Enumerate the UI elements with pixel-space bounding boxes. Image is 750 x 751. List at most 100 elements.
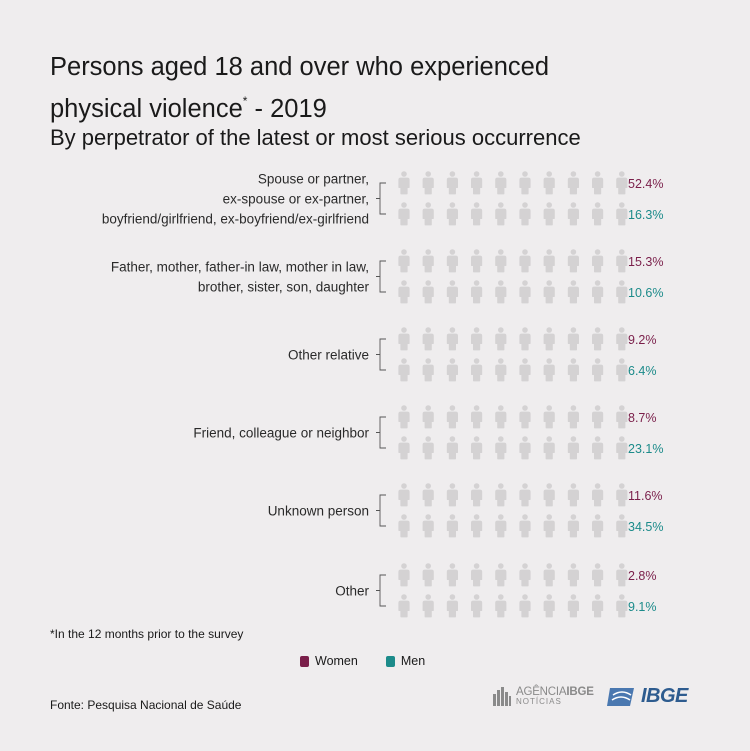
title-year: - 2019 xyxy=(247,95,327,123)
person-icon xyxy=(616,483,628,507)
person-icon xyxy=(543,327,555,351)
person-icon xyxy=(446,358,458,382)
person-icon xyxy=(592,514,604,538)
value-label-men: 10.6% xyxy=(628,286,663,300)
person-icon xyxy=(422,358,434,382)
legend-swatch-men xyxy=(385,655,395,667)
person-icon xyxy=(398,483,410,507)
person-icon xyxy=(422,171,434,195)
person-icon xyxy=(471,436,483,460)
person-icon xyxy=(495,563,507,587)
value-label-women: 11.6% xyxy=(628,489,663,503)
person-icon xyxy=(495,171,507,195)
legend-label-men: Men xyxy=(400,654,426,668)
person-icon xyxy=(567,358,579,382)
person-icon xyxy=(616,327,628,351)
person-icon xyxy=(543,358,555,382)
person-icon xyxy=(495,358,507,382)
person-icon xyxy=(495,327,507,351)
person-icon xyxy=(543,405,555,429)
person-icon xyxy=(446,202,458,226)
group-bracket xyxy=(376,494,386,527)
person-icon xyxy=(398,171,410,195)
person-icon xyxy=(471,563,483,587)
person-icon xyxy=(519,249,531,273)
agencia-brand: IBGE xyxy=(566,686,594,698)
person-icon xyxy=(398,358,410,382)
footnote-mark: * xyxy=(242,94,248,108)
person-icon xyxy=(519,483,531,507)
ibge-logo-icon xyxy=(607,687,634,706)
person-icon xyxy=(519,594,531,618)
person-icon xyxy=(398,405,410,429)
person-icon xyxy=(446,327,458,351)
person-icon xyxy=(495,405,507,429)
person-icon xyxy=(422,563,434,587)
person-icon xyxy=(592,249,604,273)
group-label-line: Father, mother, father-in law, mother in… xyxy=(111,260,369,275)
person-icon xyxy=(592,358,604,382)
person-icon xyxy=(471,280,483,304)
person-icon xyxy=(567,202,579,226)
person-icon xyxy=(567,280,579,304)
person-icon xyxy=(495,594,507,618)
person-icon xyxy=(592,327,604,351)
source-note: Fonte: Pesquisa Nacional de Saúde xyxy=(50,698,242,712)
person-icon xyxy=(567,327,579,351)
person-icon xyxy=(471,483,483,507)
person-icon xyxy=(422,483,434,507)
legend-label-women: Women xyxy=(315,654,358,668)
person-icon xyxy=(592,594,604,618)
person-icon xyxy=(398,280,410,304)
person-icon xyxy=(519,436,531,460)
person-icon xyxy=(616,436,628,460)
legend-item-men: Men xyxy=(385,654,426,668)
person-icon xyxy=(543,563,555,587)
group-label-line: Spouse or partner, xyxy=(258,172,369,187)
person-icon xyxy=(543,436,555,460)
person-icon xyxy=(519,514,531,538)
person-icon xyxy=(495,202,507,226)
group-label-line: Unknown person xyxy=(268,504,369,519)
person-icon xyxy=(495,436,507,460)
person-icon xyxy=(616,280,628,304)
ibge-logo-text: IBGE xyxy=(641,685,688,707)
person-icon xyxy=(398,563,410,587)
group-label-line: Other relative xyxy=(288,348,369,363)
value-label-women: 2.8% xyxy=(628,569,657,583)
person-icon xyxy=(446,563,458,587)
group-bracket xyxy=(376,338,386,371)
person-icon xyxy=(592,563,604,587)
group-bracket xyxy=(376,416,386,449)
person-icon xyxy=(422,249,434,273)
person-icon xyxy=(471,405,483,429)
person-icon xyxy=(422,405,434,429)
agencia-sub: NOTÍCIAS xyxy=(516,697,562,706)
title-line1: Persons aged 18 and over who experienced xyxy=(50,53,550,81)
person-icon xyxy=(471,358,483,382)
person-icon xyxy=(446,405,458,429)
person-icon xyxy=(543,249,555,273)
person-icon xyxy=(519,563,531,587)
value-label-women: 8.7% xyxy=(628,411,657,425)
person-icon xyxy=(567,563,579,587)
person-icon xyxy=(592,436,604,460)
person-icon xyxy=(616,358,628,382)
title-line2: physical violence xyxy=(50,95,243,123)
person-icon xyxy=(567,483,579,507)
person-icon xyxy=(495,280,507,304)
ibge-logo: IBGE xyxy=(607,685,688,708)
person-icon xyxy=(446,280,458,304)
person-icon xyxy=(543,483,555,507)
agencia-logo-icon xyxy=(493,687,511,706)
person-icon xyxy=(616,171,628,195)
person-icon xyxy=(446,171,458,195)
person-icon xyxy=(592,405,604,429)
person-icon xyxy=(446,514,458,538)
group-label-line: Friend, colleague or neighbor xyxy=(193,426,369,441)
group-3: Friend, colleague or neighbor 8.7% 23.1% xyxy=(193,405,663,460)
chart-subtitle: By perpetrator of the latest or most ser… xyxy=(50,125,581,150)
person-icon xyxy=(519,405,531,429)
person-icon xyxy=(592,483,604,507)
person-icon xyxy=(616,594,628,618)
